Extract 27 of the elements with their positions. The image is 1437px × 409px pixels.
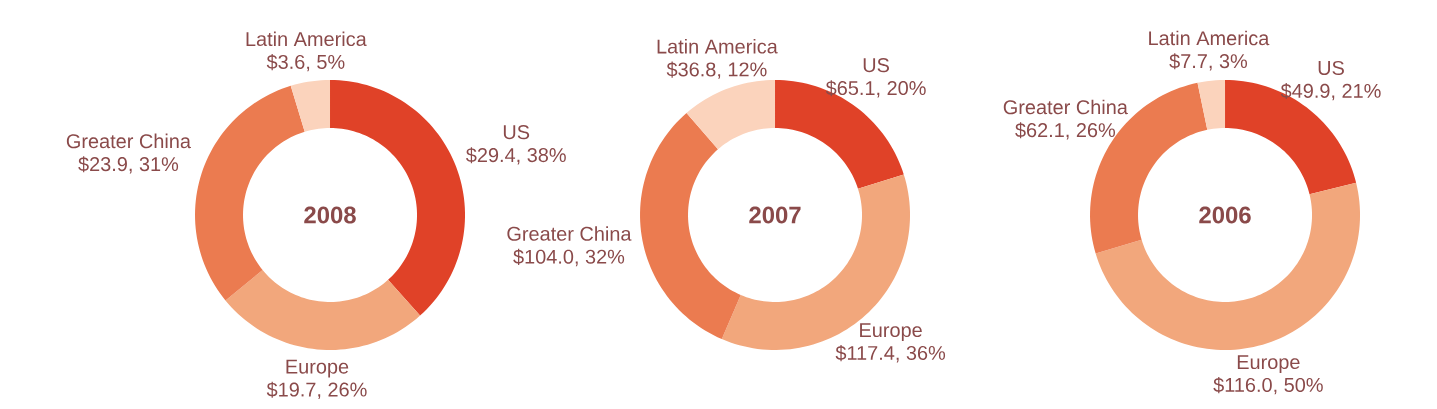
- slice-label: US: [863, 58, 889, 73]
- slice-label: Greater China: [1003, 99, 1128, 115]
- slice-label: Latin America: [1149, 30, 1270, 46]
- text: 2008: [304, 206, 356, 224]
- data-label: $19.7, 26%: [266, 381, 367, 399]
- data-label: $36.8, 12%: [666, 61, 767, 79]
- slice-label: Greater China: [507, 226, 632, 241]
- slice-label: Europe: [860, 323, 922, 342]
- data-label: $104.0, 32%: [513, 248, 625, 267]
- slice-label: US: [1318, 60, 1344, 75]
- data-label: $65.1, 20%: [825, 80, 926, 98]
- slice-label: Greater China: [66, 133, 191, 149]
- text: 2007: [749, 206, 801, 224]
- data-label: $49.9, 21%: [1280, 82, 1381, 101]
- data-label: $116.0, 50%: [1213, 377, 1323, 395]
- data-label: $23.9, 31%: [78, 156, 179, 174]
- data-label: $7.7, 3%: [1169, 53, 1248, 71]
- slice-label: Europe: [286, 359, 349, 378]
- data-label: $29.4, 38%: [466, 147, 566, 165]
- data-label: $117.4, 36%: [835, 345, 946, 363]
- data-label: $62.1, 26%: [1015, 122, 1116, 140]
- slice-label: Europe: [1237, 355, 1300, 374]
- slice-label: Latin America: [657, 38, 778, 54]
- data-label: $3.6, 5%: [266, 54, 345, 72]
- slice-label: Latin America: [246, 31, 367, 47]
- slice-label: US: [503, 125, 530, 140]
- text: 2006: [1199, 206, 1251, 224]
